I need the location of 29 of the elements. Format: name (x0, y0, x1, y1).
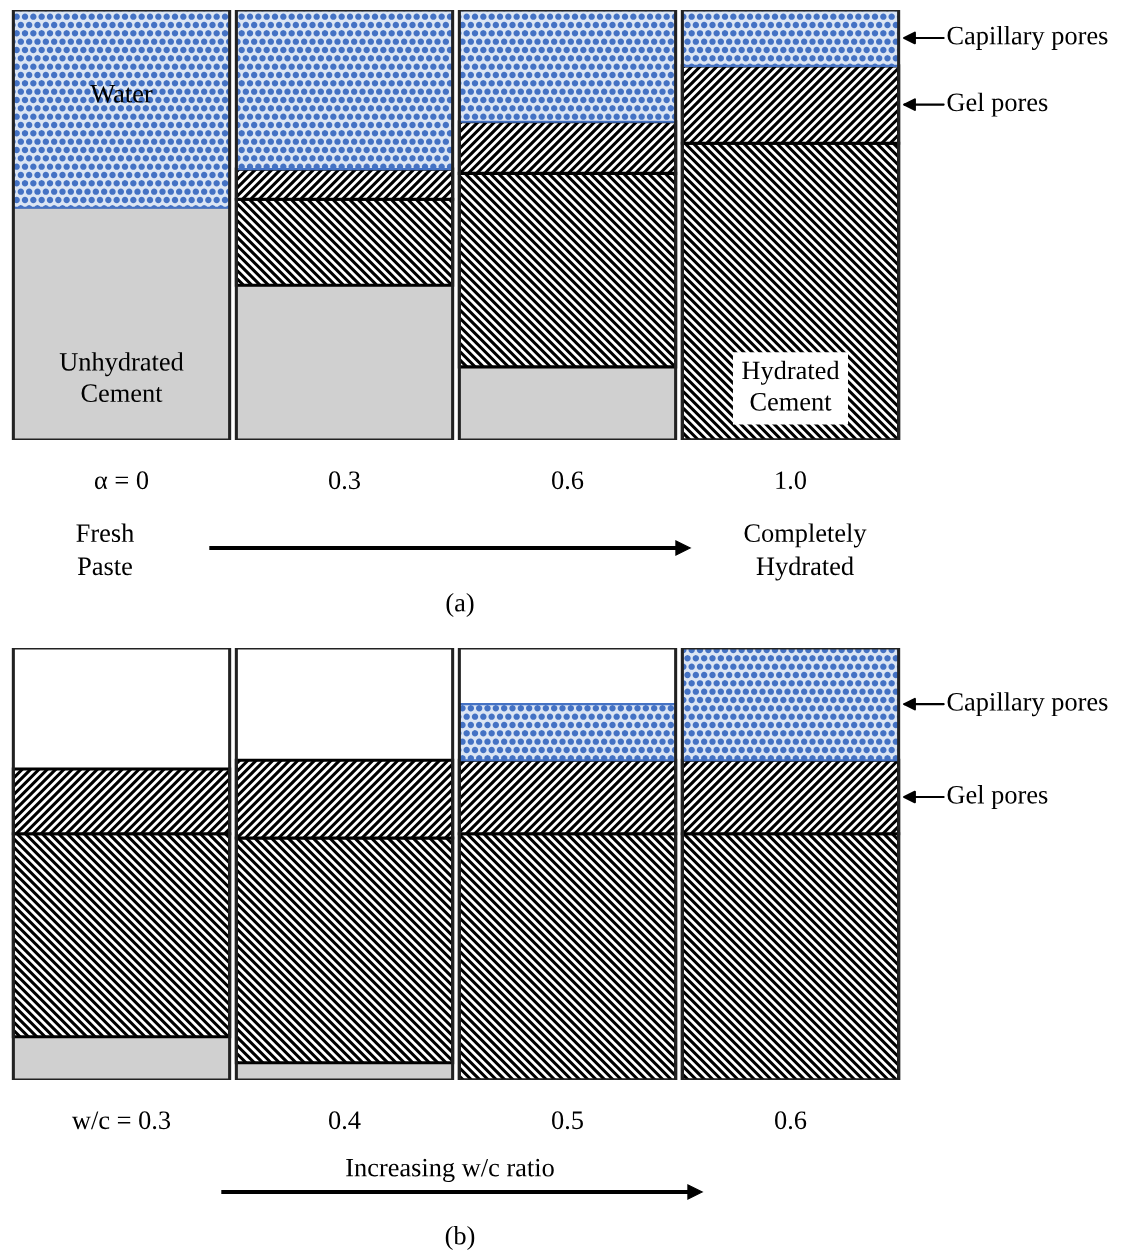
text: (b) (445, 1226, 475, 1250)
bar (235, 284, 454, 440)
text: Completely Hydrated (744, 523, 867, 581)
x-tick-label: 0.5 (552, 1111, 583, 1130)
bar (681, 10, 900, 67)
x-tick-label: 0.6 (775, 1111, 807, 1130)
series-label: Capillary pores (947, 25, 1108, 50)
annotation: Water (90, 85, 153, 103)
bar (12, 10, 231, 209)
series-label: Gel pores (947, 92, 1048, 117)
x-tick-label: α = 0 (94, 471, 149, 490)
bar (458, 10, 677, 123)
x-tick-label: 1.0 (776, 471, 806, 490)
series-label: Gel pores (947, 785, 1048, 810)
x-tick-label: 0.3 (329, 471, 360, 490)
bar (458, 703, 677, 762)
x-tick-label: w/c = 0.3 (71, 1111, 171, 1130)
text: (a) (446, 593, 474, 617)
series-label: Capillary pores (947, 692, 1108, 717)
x-tick-label: 0.6 (552, 471, 584, 490)
bar (12, 206, 231, 440)
annotation: Hydrated Cement (742, 360, 840, 411)
bar (681, 648, 900, 762)
x-tick-label: 0.4 (329, 1111, 361, 1130)
bar (235, 10, 454, 171)
annotation: Unhydrated Cement (59, 352, 184, 403)
bar (458, 365, 677, 440)
text: Fresh Paste (76, 523, 134, 576)
text: Increasing w/c ratio (346, 1158, 554, 1182)
